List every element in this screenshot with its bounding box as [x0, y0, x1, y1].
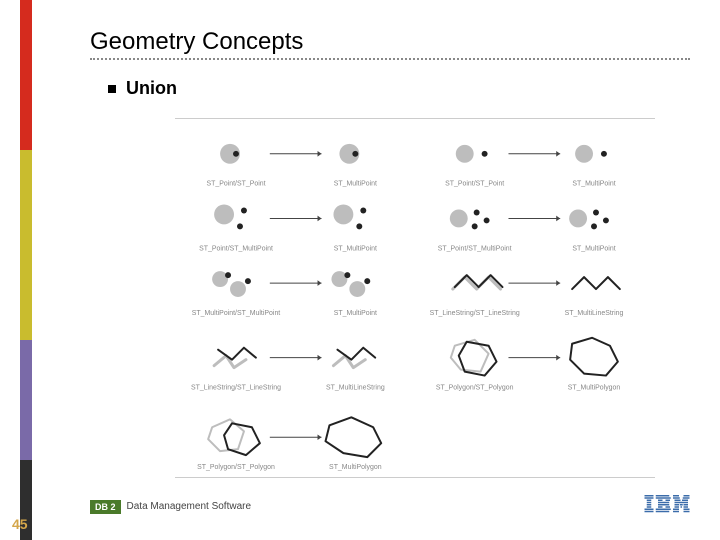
- svg-text:ST_Polygon/ST_Polygon: ST_Polygon/ST_Polygon: [436, 384, 514, 391]
- svg-text:ST_MultiPoint: ST_MultiPoint: [572, 181, 615, 188]
- svg-text:ST_MultiPoint: ST_MultiPoint: [334, 245, 377, 252]
- svg-text:ST_MultiPolygon: ST_MultiPolygon: [329, 464, 382, 471]
- svg-text:ST_Point/ST_MultiPoint: ST_Point/ST_MultiPoint: [438, 245, 512, 252]
- bullet-text: Union: [126, 78, 177, 99]
- svg-text:ST_Point/ST_Point: ST_Point/ST_Point: [206, 181, 265, 188]
- page-title: Geometry Concepts: [90, 28, 690, 56]
- svg-text:ST_LineString/ST_LineString: ST_LineString/ST_LineString: [191, 384, 281, 391]
- db2-tagline: Data Management Software: [127, 501, 252, 512]
- svg-text:ST_Point/ST_MultiPoint: ST_Point/ST_MultiPoint: [199, 245, 273, 252]
- bullet-item: Union: [108, 78, 690, 99]
- svg-text:ST_Polygon/ST_Polygon: ST_Polygon/ST_Polygon: [197, 464, 275, 471]
- page-number: 45: [12, 516, 28, 532]
- bullet-square-icon: [108, 85, 116, 93]
- title-divider: [90, 58, 690, 60]
- svg-text:ST_LineString/ST_LineString: ST_LineString/ST_LineString: [430, 310, 520, 317]
- slide-content: Geometry Concepts Union: [90, 28, 690, 111]
- svg-text:ST_MultiPolygon: ST_MultiPolygon: [568, 384, 621, 391]
- db2-badge: DB 2 Data Management Software: [90, 500, 251, 514]
- svg-text:ST_MultiPoint: ST_MultiPoint: [334, 181, 377, 188]
- svg-text:ST_MultiLineString: ST_MultiLineString: [565, 310, 624, 317]
- ibm-logo-icon: [644, 495, 690, 518]
- svg-text:ST_MultiLineString: ST_MultiLineString: [326, 384, 385, 391]
- union-diagram: ST_Point/ST_Point ST_MultiPoint ST_Point/S…: [175, 118, 655, 478]
- db2-box: DB 2: [90, 500, 121, 514]
- svg-text:ST_MultiPoint: ST_MultiPoint: [572, 245, 615, 252]
- svg-text:ST_MultiPoint/ST_MultiPoint: ST_MultiPoint/ST_MultiPoint: [192, 310, 281, 317]
- left-color-stripe: [20, 0, 32, 540]
- svg-text:ST_Point/ST_Point: ST_Point/ST_Point: [445, 181, 504, 188]
- svg-text:ST_MultiPoint: ST_MultiPoint: [334, 310, 377, 317]
- diagram-svg: ST_Point/ST_Point ST_MultiPoint ST_Point/S…: [175, 119, 655, 477]
- footer: DB 2 Data Management Software: [90, 495, 690, 518]
